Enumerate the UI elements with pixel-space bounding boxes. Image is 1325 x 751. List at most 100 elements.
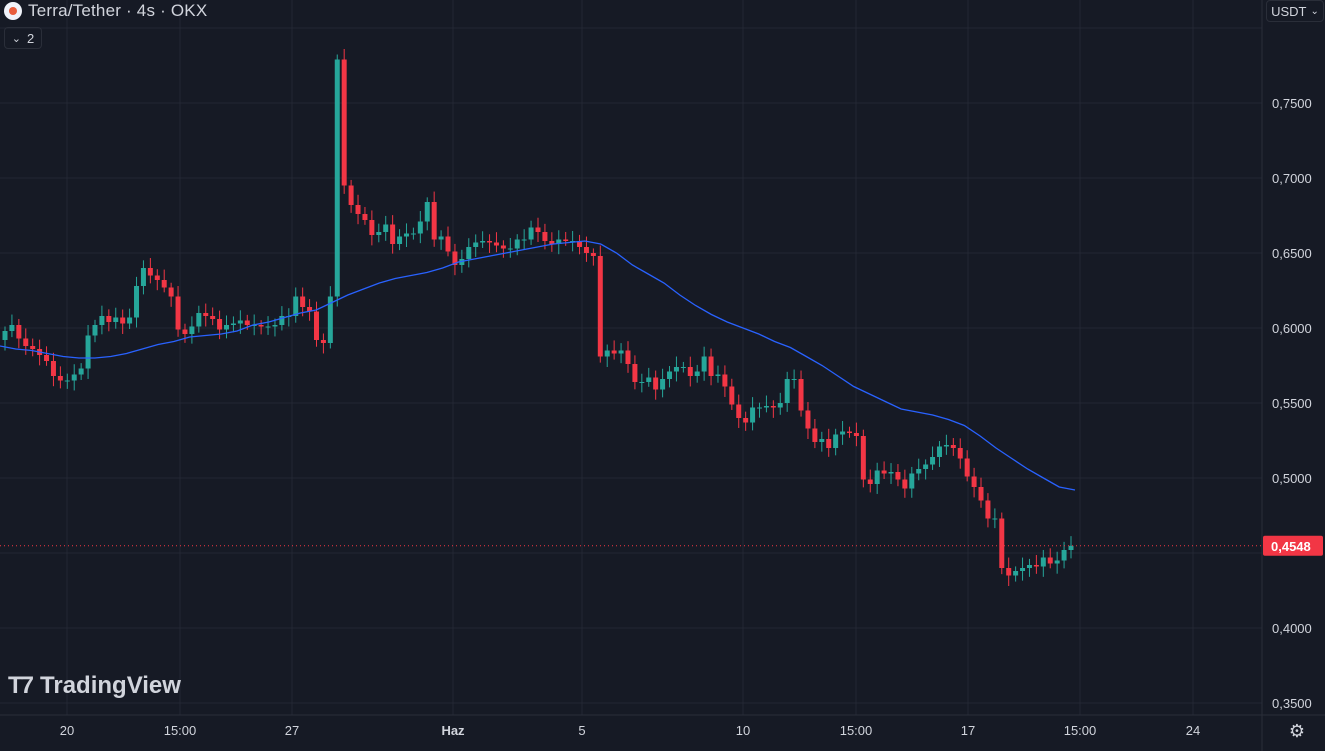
settings-gear-icon[interactable]: ⚙	[1288, 720, 1306, 741]
price-tick-label: 0,6000	[1272, 321, 1312, 336]
candle-body	[625, 350, 631, 364]
candle-body	[729, 386, 735, 405]
candle-body	[168, 287, 174, 297]
time-tick-label: 17	[961, 723, 975, 738]
terra-coin-icon	[4, 2, 22, 20]
indicators-toggle[interactable]: ⌄ 2	[4, 27, 42, 49]
time-tick-label: Haz	[441, 723, 465, 738]
candle-body	[237, 320, 243, 324]
candle-body	[1047, 557, 1053, 564]
candle-body	[175, 296, 181, 330]
candle-body	[320, 340, 326, 343]
candle-body	[92, 325, 98, 336]
candle-body	[438, 236, 444, 240]
candle-body	[597, 256, 603, 357]
candle-body	[667, 371, 673, 379]
candle-body	[673, 367, 679, 372]
candle-body	[113, 317, 119, 322]
candle-body	[660, 379, 666, 390]
candle-body	[445, 236, 451, 252]
candle-body	[480, 241, 486, 243]
candle-body	[570, 241, 576, 242]
candle-body	[99, 316, 105, 325]
candle-body	[618, 350, 624, 354]
candle-body	[853, 433, 859, 436]
candle-body	[978, 487, 984, 501]
candle-body	[653, 377, 659, 390]
candle-body	[971, 476, 977, 487]
candle-body	[147, 268, 153, 276]
time-tick-label: 20	[60, 723, 74, 738]
candle-body	[16, 325, 22, 339]
candle-body	[902, 479, 908, 489]
indicator-count: 2	[26, 30, 35, 46]
symbol-title[interactable]: Terra/Tether · 4s · OKX	[28, 1, 208, 20]
candle-body	[9, 325, 15, 331]
candle-body	[57, 376, 63, 381]
candle-body	[1006, 568, 1012, 576]
candle-body	[327, 296, 333, 343]
candle-body	[251, 325, 257, 326]
candle-body	[500, 245, 506, 249]
candle-body	[528, 227, 534, 240]
candle-body	[140, 268, 146, 286]
candle-body	[71, 374, 77, 381]
candle-body	[549, 241, 555, 244]
tradingview-logo-icon: T7	[8, 672, 34, 699]
candle-body	[895, 472, 901, 480]
candle-body	[127, 317, 133, 324]
candle-body	[930, 457, 936, 465]
candle-body	[999, 518, 1005, 568]
currency-select[interactable]: USDT ⌄	[1266, 0, 1324, 22]
candle-body	[874, 470, 880, 484]
candle-body	[812, 428, 818, 442]
price-tick-label: 0,3500	[1272, 696, 1312, 711]
moving-average-line	[0, 240, 1076, 491]
candle-body	[521, 239, 527, 241]
time-tick-label: 27	[285, 723, 299, 738]
candle-body	[985, 500, 991, 519]
candle-body	[514, 239, 520, 249]
candle-body	[431, 202, 437, 240]
candle-body	[867, 479, 873, 484]
currency-label: USDT	[1271, 3, 1307, 19]
candle-body	[466, 247, 472, 259]
candle-body	[784, 379, 790, 403]
candle-body	[715, 374, 721, 376]
candle-body	[493, 242, 499, 246]
candle-body	[196, 313, 202, 327]
candle-body	[840, 431, 846, 435]
candle-body	[341, 59, 347, 186]
candle-body	[134, 286, 140, 318]
candle-body	[535, 227, 541, 232]
candle-body	[1020, 568, 1026, 571]
candle-body	[417, 221, 423, 234]
candle-body	[424, 202, 430, 222]
candle-body	[583, 247, 589, 253]
candle-body	[770, 406, 776, 408]
candle-body	[943, 445, 949, 447]
candle-body	[791, 379, 797, 380]
candle-body	[182, 329, 188, 334]
candle-body	[383, 224, 389, 232]
candle-body	[916, 469, 922, 474]
candle-body	[161, 280, 167, 288]
candle-body	[964, 458, 970, 477]
candle-body	[244, 320, 250, 325]
price-tick-label: 0,5000	[1272, 471, 1312, 486]
candle-body	[1026, 565, 1032, 568]
price-tick-label: 0,7000	[1272, 171, 1312, 186]
candle-body	[777, 403, 783, 408]
candle-body	[452, 251, 458, 265]
time-tick-label: 24	[1186, 723, 1200, 738]
candle-body	[992, 518, 998, 520]
candle-body	[154, 275, 160, 280]
time-tick-label: 5	[578, 723, 585, 738]
candle-body	[203, 313, 209, 316]
candle-body	[604, 350, 610, 357]
candle-body	[507, 248, 513, 250]
candle-body	[230, 323, 236, 325]
candle-body	[826, 439, 832, 448]
candle-body	[362, 214, 368, 220]
